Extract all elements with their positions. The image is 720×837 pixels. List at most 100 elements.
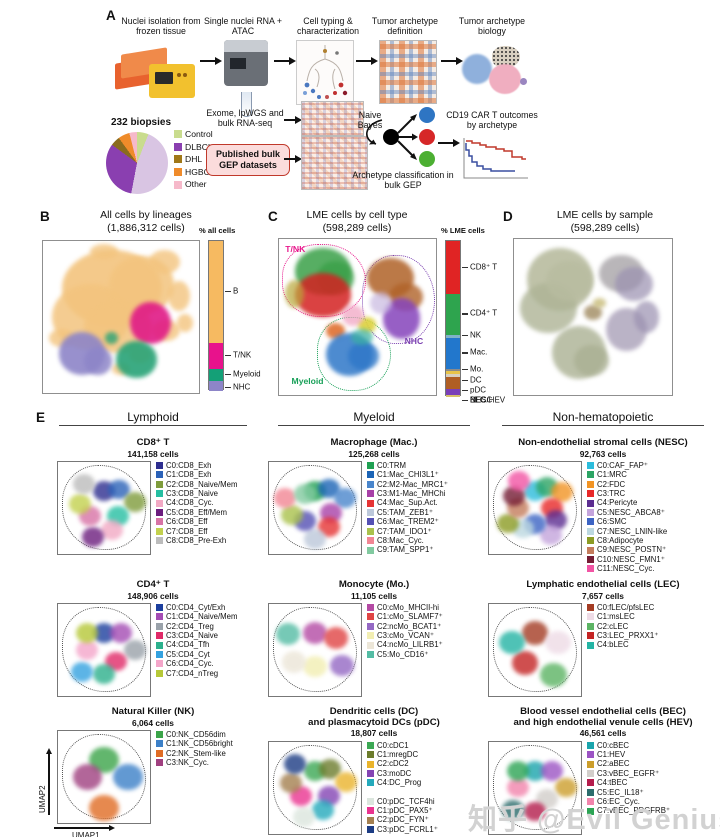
umap-blob: [496, 513, 519, 534]
legend-label: C3:LEC_PRXX1⁺: [597, 631, 659, 641]
legend-label: C6:CD8_Eff: [166, 517, 208, 527]
legend-item: C7:CD4_nTreg: [156, 669, 238, 678]
macrophage-legend: C0:TRM C1:Mac_CHI3L1⁺ C2:M2-Mac_MRC1⁺ C3:M1…: [367, 461, 448, 555]
umap-blob: [92, 663, 116, 684]
workflow-step-2-label: Single nuclei RNA + ATAC: [204, 16, 282, 37]
legend-item: C0:NK_CD56dim: [156, 730, 233, 739]
umap-blob: [70, 661, 93, 682]
legend-item: C2:aBEC: [587, 759, 670, 768]
legend-swatch: [367, 779, 374, 787]
legend-item: C5:NESC_ABCA8⁺: [587, 508, 667, 517]
cd4t-legend: C0:CD4_Cyt/Exh C1:CD4_Naive/Mem C2:CD4_Tre…: [156, 603, 238, 697]
umap-blob: [124, 639, 147, 660]
cluster-outline: [61, 465, 147, 551]
cluster-outline: [272, 465, 358, 551]
umap-blob: [540, 760, 563, 781]
panel-e: Lymphoid Myeloid Non-hematopoietic CD8⁺ …: [38, 410, 720, 837]
dc-panel: Dendritic cells (DC) and plasmacytoid DC…: [262, 705, 486, 837]
legend-swatch: [367, 546, 374, 554]
dc-title: Dendritic cells (DC) and plasmacytoid DC…: [262, 706, 486, 728]
legend-swatch: [587, 807, 594, 815]
umap-blob: [149, 250, 181, 275]
umap-blob: [177, 313, 193, 333]
umap-blob: [312, 800, 335, 820]
published-arrow: [284, 154, 302, 163]
legend-swatch: [367, 518, 374, 526]
panel-b-title: All cells by lineages (1,886,312 cells): [60, 209, 232, 235]
umap-blob: [116, 341, 157, 378]
legend-swatch: [174, 142, 182, 151]
umap-blob: [274, 488, 297, 509]
legend-item: C7:CD8_Eff: [156, 527, 238, 536]
legend-swatch: [587, 462, 594, 470]
biopsies-title: 232 biopsies: [110, 117, 172, 128]
legend-label: C4:CD8_Cyc.: [166, 498, 214, 508]
legend-label: C11:NESC_Cyc.: [597, 564, 655, 574]
legend-item: C2:NK_Stem-like: [156, 749, 233, 758]
umap-blob: [333, 488, 356, 509]
legend-label: C1:msLEC: [597, 612, 635, 622]
legend-label: C1:HEV: [597, 749, 626, 759]
umap-blob: [167, 280, 190, 311]
umap-blob: [101, 520, 124, 541]
legend-item: Control: [174, 128, 215, 141]
legend-label: C4:Pericyte: [597, 498, 638, 508]
legend-item: DLBCL: [174, 141, 215, 154]
legend-swatch: [587, 788, 594, 796]
umap-blob: [76, 639, 99, 660]
cd4t-panel: CD4⁺ T 148,906 cells C0:CD4_Cyt/Exh C1:CD…: [44, 578, 262, 705]
bar-segment-label: Mac.: [470, 347, 488, 357]
panel-b-title-line2: (1,886,312 cells): [107, 222, 185, 235]
bar-segment: [446, 376, 460, 390]
legend-item: C0:TRM: [367, 461, 448, 470]
legend-label: C1:pDC_PAX5⁺: [377, 805, 433, 815]
legend-swatch: [587, 518, 594, 526]
legend-label: C0:fLEC/pfsLEC: [597, 602, 655, 612]
legend-item: C4:Mac_Sup.Act.: [367, 498, 448, 507]
legend-item: C3:cMo_VCAN⁺: [367, 631, 443, 640]
legend-swatch: [367, 509, 374, 517]
legend-label: C3:TRC: [597, 489, 626, 499]
bar-label-tick: [462, 400, 468, 402]
legend-swatch: [587, 751, 594, 759]
legend-swatch: [587, 565, 594, 573]
legend-label: C3:CD4_Naive: [166, 631, 219, 641]
legend-swatch: [367, 807, 374, 815]
legend-item: C1:msLEC: [587, 612, 658, 621]
legend-swatch: [587, 798, 594, 806]
bar-label-tick: [225, 386, 231, 388]
legend-swatch: [587, 760, 594, 768]
legend-swatch: [156, 759, 163, 767]
legend-item: C8:Mac_Cyc.: [367, 536, 448, 545]
legend-item: C5:EC_IL18⁺: [587, 788, 670, 797]
column-header-myeloid: Myeloid: [262, 410, 486, 426]
monocyte-panel: Monocyte (Mo.) 11,105 cells C0:cMo_MHCII…: [262, 578, 486, 705]
umap-blob: [334, 772, 357, 793]
legend-label: C4:DC_Prog: [377, 778, 422, 788]
legend-item: C3:CD8_Naive: [156, 489, 238, 498]
bar-label-tick: [225, 373, 231, 375]
legend-swatch: [367, 527, 374, 535]
umap-blob: [92, 623, 116, 644]
umap-blob: [319, 759, 342, 780]
legend-swatch: [367, 471, 374, 479]
cd8t-cell-count: 141,158 cells: [127, 448, 179, 459]
cd4t-title: CD4⁺ T: [136, 579, 170, 590]
legend-swatch: [587, 613, 594, 621]
bar-segment: [446, 241, 460, 295]
legend-swatch: [587, 632, 594, 640]
workflow-arrow-2: [274, 56, 296, 65]
panel-d-umap: [513, 238, 673, 396]
legend-swatch: [174, 180, 182, 189]
umap-blob: [634, 301, 660, 333]
legend-label: C0:NK_CD56dim: [166, 729, 226, 739]
legend-label: C0:cMo_MHCII-hi: [377, 602, 439, 612]
bec-title-line2: and high endothelial venule cells (HEV): [513, 716, 693, 728]
umap-blob: [302, 655, 327, 678]
legend-item: C0:cDC1: [367, 741, 438, 750]
cluster-outline: [492, 607, 578, 693]
umap-region-label: NHC: [404, 335, 424, 346]
bar-segment-label: pDC: [470, 385, 487, 395]
legend-label: C2:CD4_Treg: [166, 621, 214, 631]
umap-blob: [341, 304, 364, 327]
